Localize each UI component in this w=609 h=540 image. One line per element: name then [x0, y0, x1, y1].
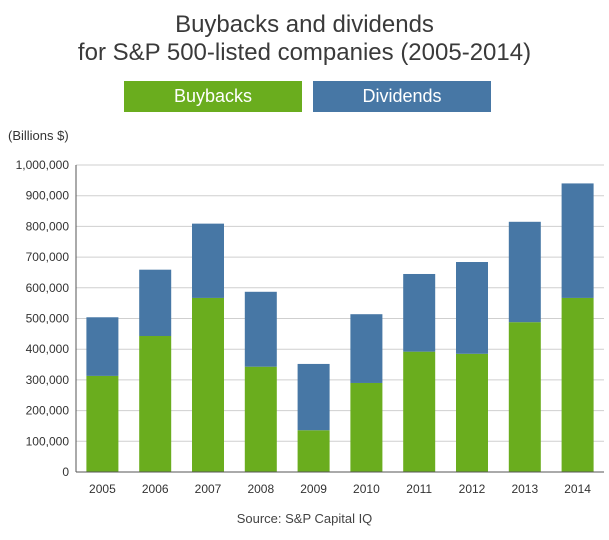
y-tick-label: 900,000 — [26, 189, 70, 203]
y-tick-label: 500,000 — [26, 312, 70, 326]
y-tick-label: 400,000 — [26, 342, 70, 356]
bar-dividends-2014 — [561, 183, 594, 298]
legend-item-buybacks: Buybacks — [124, 81, 302, 112]
bar-buybacks-2012 — [456, 353, 488, 472]
bar-dividends-2008 — [244, 291, 277, 367]
bar-buybacks-2008 — [244, 366, 277, 472]
x-tick-label: 2008 — [247, 482, 274, 496]
x-tick-label: 2010 — [353, 482, 380, 496]
chart-title: Buybacks and dividends — [175, 11, 434, 38]
bar-dividends-2012 — [456, 262, 488, 354]
y-tick-label: 100,000 — [26, 434, 70, 448]
x-tick-label: 2009 — [300, 482, 327, 496]
source-note: Source: S&P Capital IQ — [236, 511, 373, 526]
bar-buybacks-2009 — [297, 430, 330, 472]
bar-dividends-2005 — [86, 317, 119, 376]
y-tick-label: 1,000,000 — [16, 158, 70, 172]
x-tick-label: 2007 — [195, 482, 222, 496]
x-tick-label: 2006 — [142, 482, 169, 496]
bar-dividends-2010 — [350, 314, 383, 383]
x-tick-label: 2011 — [406, 482, 432, 496]
y-tick-label: 700,000 — [26, 250, 70, 264]
legend-item-dividends: Dividends — [313, 81, 491, 112]
bar-buybacks-2013 — [508, 322, 541, 472]
bar-dividends-2006 — [139, 269, 172, 336]
chart-subtitle: for S&P 500-listed companies (2005-2014) — [77, 39, 532, 66]
bar-dividends-2007 — [192, 223, 224, 298]
bar-buybacks-2010 — [350, 382, 383, 472]
x-tick-label: 2013 — [511, 482, 538, 496]
bar-dividends-2009 — [297, 363, 330, 431]
x-tick-label: 2005 — [89, 482, 116, 496]
x-tick-label: 2014 — [564, 482, 591, 496]
bar-buybacks-2007 — [192, 297, 224, 472]
bar-buybacks-2005 — [86, 375, 119, 472]
y-tick-label: 200,000 — [26, 404, 70, 418]
y-axis-unit-label: (Billions $) — [8, 128, 69, 143]
bar-buybacks-2006 — [139, 335, 172, 472]
y-tick-label: 800,000 — [26, 219, 70, 233]
y-tick-label: 300,000 — [26, 373, 70, 387]
x-tick-label: 2012 — [459, 482, 486, 496]
bar-buybacks-2014 — [561, 297, 594, 472]
bar-buybacks-2011 — [403, 351, 436, 472]
bar-dividends-2013 — [508, 221, 541, 323]
y-tick-label: 600,000 — [26, 281, 70, 295]
bar-dividends-2011 — [403, 273, 436, 352]
y-tick-label: 0 — [62, 465, 69, 479]
